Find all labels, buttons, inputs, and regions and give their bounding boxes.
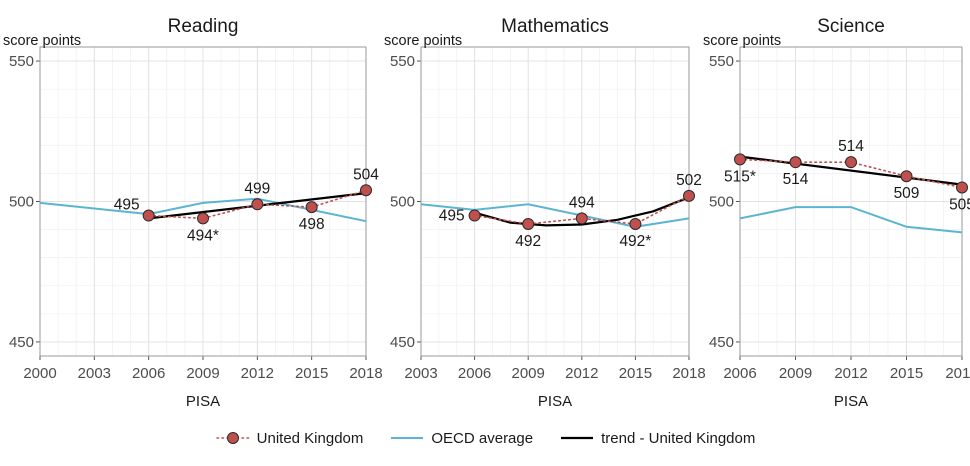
- data-point-uk: [522, 217, 535, 230]
- pisa-trend-figure: 450 500 550 2000 2003 2006 2009 2012 2015 2018 Rea…: [3, 16, 970, 410]
- y-tick-label: 550: [390, 53, 415, 70]
- x-tick-label: 2009: [779, 365, 812, 382]
- y-tick-label: 500: [390, 194, 415, 211]
- data-point-uk: [900, 170, 913, 183]
- data-label-uk: 492*: [619, 233, 651, 250]
- chart-legend: United Kingdom OECD average trend - Unit…: [0, 424, 970, 452]
- data-label-uk: 495: [114, 197, 140, 214]
- x-tick-label: 2018: [672, 365, 705, 382]
- x-tick-label: 2018: [945, 365, 970, 382]
- data-point-uk: [845, 156, 857, 169]
- data-label-uk: 514: [783, 171, 809, 188]
- plot-frame: [39, 46, 367, 357]
- legend-label-uk: United Kingdom: [256, 429, 364, 447]
- data-point-uk: [629, 217, 642, 230]
- data-point-uk: [142, 209, 155, 222]
- data-label-uk: 504: [353, 166, 379, 183]
- data-point-uk: [956, 181, 968, 194]
- x-tick-label: 2006: [132, 365, 165, 382]
- legend-label-trend: trend - United Kingdom: [601, 429, 756, 447]
- x-axis-label: PISA: [186, 393, 220, 410]
- data-label-uk: 499: [244, 180, 270, 197]
- data-point-uk: [789, 156, 802, 169]
- panel-title: Mathematics: [501, 16, 609, 37]
- data-label-uk: 509: [894, 185, 920, 202]
- y-axis-label: score points: [384, 33, 462, 49]
- legend-item-uk: United Kingdom: [215, 429, 364, 447]
- y-tick-label: 450: [390, 334, 415, 351]
- x-tick-label: 2006: [458, 365, 491, 382]
- series-line-trend: [474, 196, 690, 227]
- data-label-uk: 494*: [187, 227, 219, 244]
- x-tick-label: 2012: [834, 365, 867, 382]
- panel-mathematics: 450 500 550 2003 2006 2009 2012 2015 2018 Mathema…: [384, 16, 706, 410]
- y-tick-label: 500: [9, 194, 34, 211]
- x-tick-label: 2003: [78, 365, 111, 382]
- data-point-uk: [360, 184, 372, 197]
- panel-title: Reading: [168, 16, 239, 37]
- x-tick-label: 2015: [295, 365, 328, 382]
- legend-label-oecd: OECD average: [431, 429, 534, 447]
- x-tick-label: 2006: [723, 365, 756, 382]
- x-tick-label: 2012: [565, 365, 598, 382]
- data-label-uk: 502: [676, 172, 702, 189]
- x-tick-label: 2018: [349, 365, 382, 382]
- data-point-uk: [197, 212, 209, 225]
- panel-reading: 450 500 550 2000 2003 2006 2009 2012 2015 2018 Rea…: [3, 16, 383, 410]
- legend-item-oecd: OECD average: [389, 430, 533, 447]
- x-axis-label: PISA: [834, 393, 868, 410]
- x-tick-label: 2009: [186, 365, 219, 382]
- y-tick-label: 500: [709, 194, 734, 211]
- x-axis-label: PISA: [538, 393, 572, 410]
- panel-science: 450 500 550 2006 2009 2012 2015 2018 Science scor…: [703, 16, 970, 410]
- data-label-uk: 498: [299, 216, 325, 233]
- y-tick-label: 550: [709, 53, 734, 70]
- series-line-oecd: [739, 206, 963, 234]
- y-axis-label: score points: [703, 33, 781, 49]
- data-point-uk: [468, 209, 481, 222]
- legend-key-oecd: [391, 437, 424, 439]
- legend-key-uk: [215, 432, 250, 444]
- x-tick-label: 2015: [619, 365, 652, 382]
- data-label-uk: 505: [949, 196, 970, 213]
- y-tick-label: 450: [709, 334, 734, 351]
- data-label-uk: 494: [569, 194, 595, 211]
- data-point-uk: [683, 189, 695, 202]
- data-label-uk: 515*: [724, 168, 756, 185]
- x-tick-label: 2009: [512, 365, 545, 382]
- x-tick-label: 2015: [890, 365, 923, 382]
- data-point-uk: [305, 201, 318, 214]
- y-tick-label: 450: [9, 334, 34, 351]
- data-point-uk: [251, 198, 264, 211]
- x-tick-label: 2000: [23, 365, 56, 382]
- data-label-uk: 514: [838, 138, 864, 155]
- x-tick-label: 2003: [404, 365, 437, 382]
- x-tick-label: 2012: [241, 365, 274, 382]
- data-point-uk: [734, 153, 746, 166]
- data-point-uk: [575, 212, 588, 225]
- series-line-oecd: [420, 203, 690, 228]
- plot-frame: [739, 46, 963, 357]
- panel-title: Science: [817, 16, 885, 37]
- data-label-uk: 492: [515, 233, 541, 250]
- legend-key-trend: [561, 436, 594, 440]
- y-axis-label: score points: [3, 33, 81, 49]
- y-tick-label: 550: [9, 53, 34, 70]
- series-line-uk: [473, 195, 690, 225]
- data-label-uk: 495: [439, 208, 465, 225]
- legend-item-trend: trend - United Kingdom: [559, 430, 755, 447]
